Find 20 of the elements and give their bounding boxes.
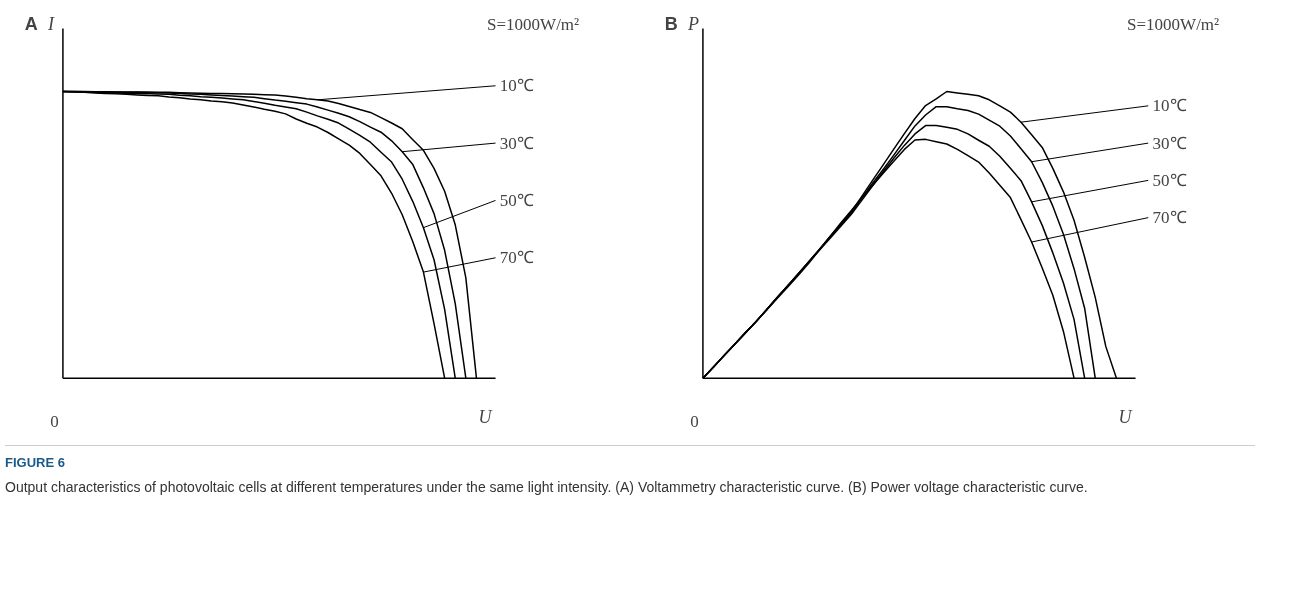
text: 30℃ xyxy=(499,133,534,153)
text: 70℃ xyxy=(1152,208,1187,228)
text: 0 xyxy=(690,411,699,431)
chart-title: A xyxy=(24,14,38,35)
text: 50℃ xyxy=(1152,170,1187,190)
x-axis-title: U xyxy=(1118,406,1133,427)
text: 30℃ xyxy=(1152,133,1187,153)
text: 10℃ xyxy=(499,76,534,96)
text: S=1000W/m² xyxy=(487,15,580,35)
text: Output characteristics of photovoltaic cells at different temperatures under the same light intensity. (A) Voltammetry characteristic curve. (B) Power voltage characteristic curve. xyxy=(5,477,1089,497)
y-axis-title: I xyxy=(47,14,56,35)
text: S=1000W/m² xyxy=(1127,15,1220,35)
text: 10℃ xyxy=(1152,96,1187,116)
text: 0 xyxy=(50,411,59,431)
caption: FIGURE 6 xyxy=(5,454,66,472)
y-axis-title: P xyxy=(687,14,700,35)
x-axis-title: U xyxy=(478,406,493,427)
legend-label: 70℃ xyxy=(499,248,534,268)
chart-title: B xyxy=(664,14,678,35)
text: 50℃ xyxy=(499,190,534,210)
